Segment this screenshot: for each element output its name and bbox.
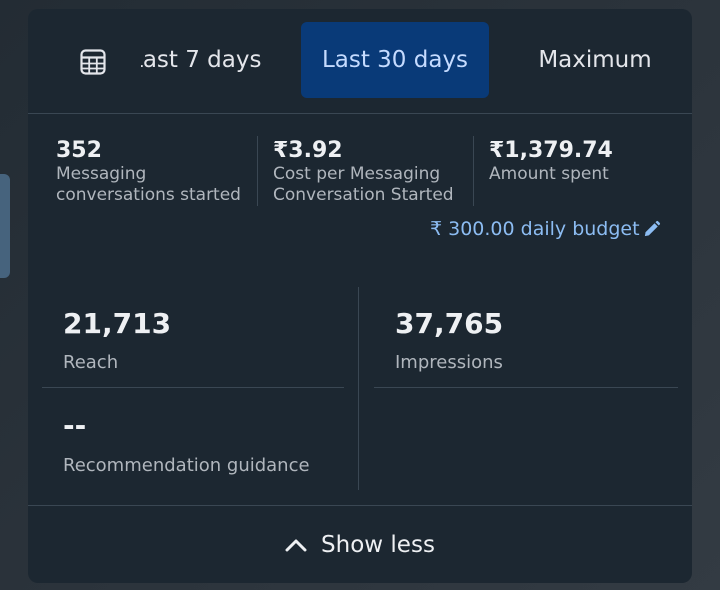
pencil-icon — [644, 220, 660, 236]
tab-maximum[interactable]: Maximum — [538, 47, 652, 73]
show-less-button[interactable]: Show less — [28, 506, 692, 583]
stat-label-line2: conversations started — [56, 185, 241, 205]
calendar-icon[interactable] — [80, 49, 106, 75]
metrics-column-divider — [358, 287, 359, 490]
tabs-divider — [28, 113, 692, 114]
impressions-label: Impressions — [395, 352, 503, 373]
tab-last-30-days[interactable]: Last 30 days — [301, 22, 489, 98]
recommendation-value: -- — [63, 409, 87, 442]
stat-value: ₹1,379.74 — [489, 138, 613, 163]
side-panel-tab[interactable] — [0, 174, 10, 278]
stat-label-line1: Cost per Messaging — [273, 164, 441, 184]
daily-budget-link[interactable]: ₹ 300.00 daily budget — [430, 218, 661, 240]
stat-label-line2: Conversation Started — [273, 185, 454, 205]
tab-last-7-days-label: Last 7 days — [141, 47, 262, 73]
stat-amount-spent: ₹1,379.74 Amount spent — [489, 139, 613, 185]
stat-label-line1: Amount spent — [489, 164, 609, 184]
stat-label-line1: Messaging — [56, 164, 147, 184]
stat-value: 352 — [56, 138, 102, 163]
insights-panel: Last 7 days Last 30 days Maximum 352 Mes… — [28, 9, 692, 583]
impressions-divider — [374, 387, 678, 388]
show-less-label: Show less — [321, 531, 435, 558]
impressions-value: 37,765 — [395, 307, 504, 340]
reach-label: Reach — [63, 352, 119, 373]
stat-value: ₹3.92 — [273, 138, 343, 163]
reach-divider — [42, 387, 344, 388]
reach-value: 21,713 — [63, 307, 172, 340]
stat-messaging-conversations: 352 Messaging conversations started — [56, 139, 241, 206]
daily-budget-label: ₹ 300.00 daily budget — [430, 218, 640, 240]
stat-divider — [473, 136, 474, 206]
stat-cost-per-conversation: ₹3.92 Cost per Messaging Conversation St… — [273, 139, 454, 206]
chevron-up-icon — [285, 539, 307, 551]
date-range-tabs: Last 7 days Last 30 days Maximum — [28, 9, 692, 113]
tab-last-7-days[interactable]: Last 7 days — [141, 22, 271, 98]
footer-divider — [28, 505, 692, 506]
recommendation-label: Recommendation guidance — [63, 455, 310, 476]
stat-divider — [257, 136, 258, 206]
